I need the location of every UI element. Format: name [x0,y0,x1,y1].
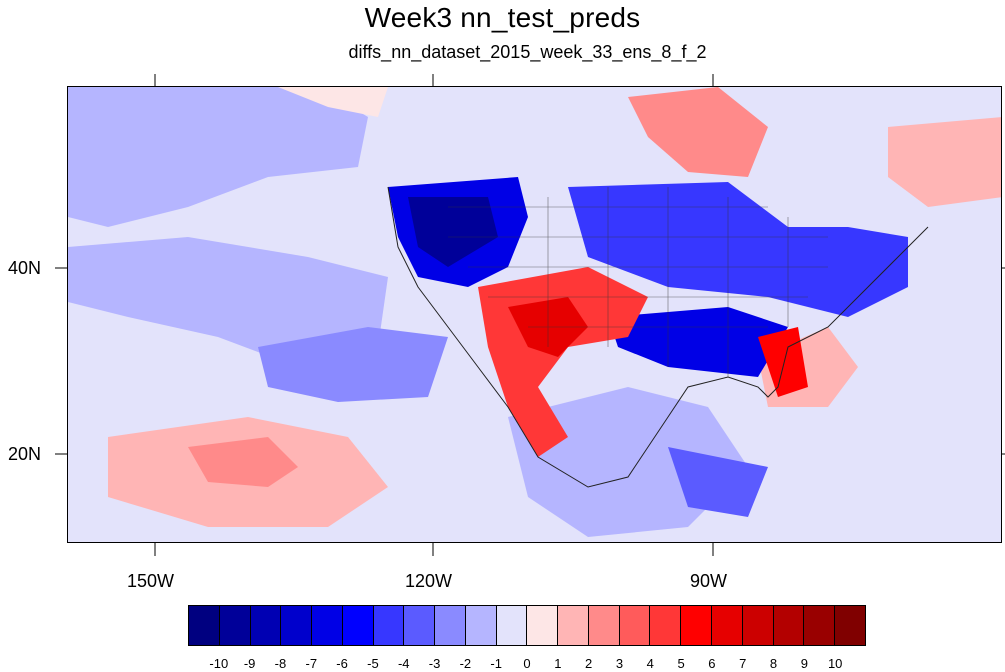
colorbar-tick-label: -8 [274,656,287,671]
blue-region-central-pacific [68,237,388,367]
colorbar-tick-label: -10 [209,656,229,671]
colorbar-swatch [250,605,282,646]
lon-label-90w: 90W [690,571,728,591]
lat-label-40n: 40N [8,258,42,278]
colorbar-tick-label: 1 [554,656,562,671]
colorbar-swatch [712,605,743,646]
coastline-north-america [387,186,929,488]
colorbar-swatch [804,605,836,646]
colorbar-tick-label: 0 [523,656,531,671]
anomaly-map [68,87,1001,542]
colorbar-tick-label: -9 [243,656,256,671]
colorbar-labels: -10 -9 -8 -7 -6 -5 -4 -3 -2 -1 0 1 2 3 4 5 6 7 8 9 10 [188,656,866,672]
colorbar-tick-label: -5 [367,656,379,671]
blue-region-northern-plains [568,182,908,317]
colorbar-tick-label: 4 [646,656,654,671]
colorbar-tick-label: -6 [336,656,348,671]
blue-region-mexico-coast [668,447,768,517]
colorbar-swatch [219,605,251,646]
colorbar-swatch [835,605,866,646]
colorbar-tick-label: -4 [397,656,410,671]
colorbar-swatch [342,605,374,646]
red-region-florida [758,327,808,397]
colorbar-tick-label: 3 [615,656,624,671]
colorbar-swatch [588,605,620,646]
red-region-north-east [628,87,768,177]
colorbar-swatch [465,605,497,646]
state-grid [448,187,828,377]
colorbar-swatch [373,605,405,646]
colorbar-swatch [619,605,651,646]
lon-label-150w: 150W [127,571,175,591]
colorbar-swatch [312,605,343,646]
colorbar-swatch [773,605,805,646]
colorbar-tick-label: 10 [827,656,843,671]
colorbar-tick-label: 8 [769,656,778,671]
colorbar-swatch [281,605,313,646]
colorbar-swatch [496,605,528,646]
colorbar-swatch [188,605,220,646]
colorbar-swatch [681,605,713,646]
colorbar-tick-label: -3 [428,656,441,671]
blue-region-pacific-sw [258,327,448,402]
map-panel [67,86,1002,543]
lat-label-20n: 20N [8,444,42,464]
red-region-southwest-core [188,437,298,487]
red-region-north [278,87,388,117]
colorbar-swatch [558,605,589,646]
blue-region-gulf [608,307,788,377]
colorbar-swatch [650,605,682,646]
blue-region-north-pacific [68,87,368,227]
colorbar [188,605,866,646]
colorbar-tick-label: 2 [585,656,593,671]
colorbar-tick-label: -7 [305,656,318,671]
colorbar-tick-label: 7 [739,656,747,671]
colorbar-tick-label: 6 [708,656,716,671]
colorbar-tick-label: 9 [800,656,808,671]
red-region-east [888,117,1001,207]
chart-subtitle: diffs_nn_dataset_2015_week_33_ens_8_f_2 [348,42,707,62]
colorbar-tick-label: -1 [490,656,502,671]
chart-title: Week3 nn_test_preds [364,2,641,33]
blue-region-northwest-core [408,197,498,267]
colorbar-swatch [742,605,774,646]
colorbar-swatch [435,605,466,646]
colorbar-swatch [527,605,559,646]
colorbar-tick-label: 5 [677,656,685,671]
lon-label-120w: 120W [405,571,453,591]
colorbar-tick-label: -2 [459,656,472,671]
colorbar-swatch [404,605,436,646]
